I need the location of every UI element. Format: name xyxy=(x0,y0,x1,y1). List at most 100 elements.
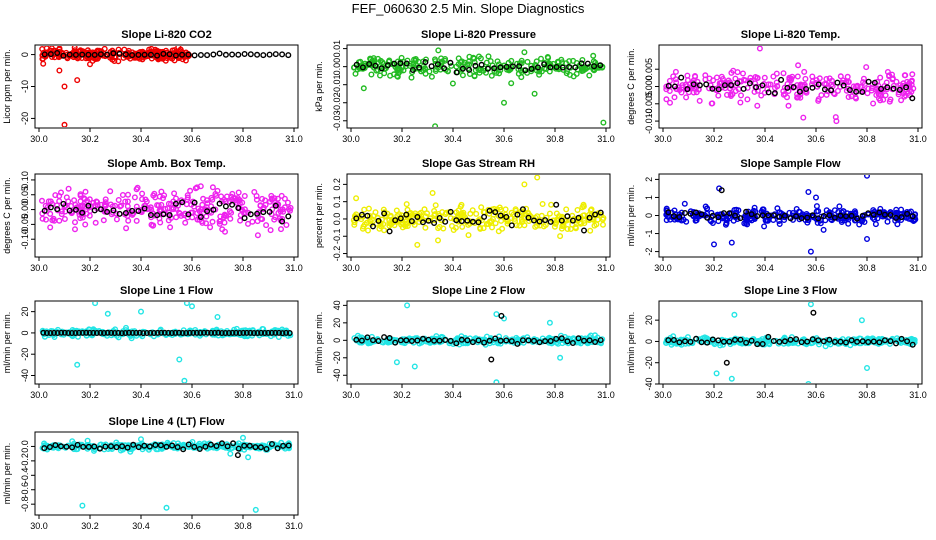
data-point xyxy=(903,84,910,91)
y-tick-label: 0.2 xyxy=(332,178,342,191)
data-point xyxy=(272,329,279,336)
x-tick-label: 30.4 xyxy=(756,263,774,273)
data-point xyxy=(100,330,107,337)
data-point xyxy=(590,52,597,59)
chart-panel: Slope Sample Flow 30.0 30.2 30.4 30.6 30.8 31.… xyxy=(626,158,927,273)
data-point xyxy=(235,51,242,58)
data-point xyxy=(159,195,166,202)
data-point xyxy=(566,71,573,78)
data-point xyxy=(818,92,825,99)
data-point xyxy=(458,66,465,73)
data-point xyxy=(667,216,674,223)
data-point xyxy=(197,52,204,59)
data-point xyxy=(364,212,371,219)
data-point xyxy=(66,207,73,214)
data-point xyxy=(146,443,153,450)
data-point xyxy=(728,375,735,382)
data-point xyxy=(558,335,565,342)
data-point xyxy=(765,217,772,224)
data-point xyxy=(453,217,460,224)
data-point xyxy=(86,196,93,203)
data-point xyxy=(214,314,221,321)
data-point xyxy=(670,73,677,80)
data-point xyxy=(884,84,891,91)
data-point xyxy=(40,329,47,336)
data-point xyxy=(163,504,170,511)
data-point xyxy=(150,330,157,337)
x-tick-label: 30.2 xyxy=(393,134,411,144)
data-point xyxy=(734,80,741,87)
data-point xyxy=(85,51,92,58)
data-point xyxy=(45,198,52,205)
data-point xyxy=(79,329,86,336)
y-axis-label: ml/min per min. xyxy=(314,312,324,374)
data-point xyxy=(241,215,248,222)
data-point xyxy=(116,210,123,217)
data-point xyxy=(798,215,805,222)
data-point xyxy=(86,329,93,336)
x-tick-label: 30.0 xyxy=(342,134,360,144)
data-point xyxy=(840,82,847,89)
data-point xyxy=(681,200,688,207)
data-point xyxy=(848,212,855,219)
y-tick-label: 0 xyxy=(20,330,30,335)
data-point xyxy=(843,213,850,220)
data-point xyxy=(553,63,560,70)
data-point xyxy=(776,220,783,227)
data-point xyxy=(434,61,441,68)
data-point xyxy=(497,64,504,71)
data-point xyxy=(181,377,188,383)
data-point xyxy=(187,187,194,194)
data-point xyxy=(747,74,754,81)
data-point xyxy=(71,219,78,226)
data-point xyxy=(85,443,92,450)
x-tick-label: 30.8 xyxy=(234,134,252,144)
chart-title: Slope Line 1 Flow xyxy=(120,285,213,297)
data-point xyxy=(359,64,366,71)
data-point xyxy=(865,339,872,346)
data-point xyxy=(143,330,150,337)
data-point xyxy=(218,440,225,447)
data-point xyxy=(104,310,111,317)
x-tick-label: 30.6 xyxy=(495,263,513,273)
data-point xyxy=(69,444,76,451)
data-point xyxy=(100,217,107,224)
data-point xyxy=(730,217,737,224)
data-point xyxy=(353,61,360,68)
y-tick-label: 0.0 xyxy=(20,440,30,453)
data-point xyxy=(157,442,164,449)
data-point xyxy=(227,450,234,457)
data-point xyxy=(47,210,54,217)
data-point xyxy=(778,76,785,83)
data-point xyxy=(826,212,833,219)
x-tick-label: 30.4 xyxy=(756,134,774,144)
data-point xyxy=(436,223,443,230)
data-point xyxy=(760,209,767,216)
data-point xyxy=(713,74,720,81)
data-point xyxy=(823,337,830,344)
data-point xyxy=(546,210,553,217)
data-point xyxy=(60,52,67,59)
data-point xyxy=(90,329,97,336)
data-point xyxy=(580,201,587,208)
data-point xyxy=(216,50,223,57)
data-point xyxy=(569,340,576,347)
data-point xyxy=(898,97,905,104)
data-point xyxy=(124,198,131,205)
data-point xyxy=(101,202,108,209)
data-point xyxy=(748,211,755,218)
data-point xyxy=(743,208,750,215)
data-point xyxy=(77,215,84,222)
data-point xyxy=(678,89,685,96)
data-point xyxy=(199,219,206,226)
data-point xyxy=(554,58,561,65)
data-point xyxy=(896,86,903,93)
data-point xyxy=(525,337,532,344)
data-point xyxy=(54,330,61,337)
data-point xyxy=(369,57,376,64)
data-point xyxy=(854,215,861,222)
data-point xyxy=(581,337,588,344)
data-point xyxy=(267,227,274,234)
y-tick-label: -0.05 xyxy=(20,214,30,235)
